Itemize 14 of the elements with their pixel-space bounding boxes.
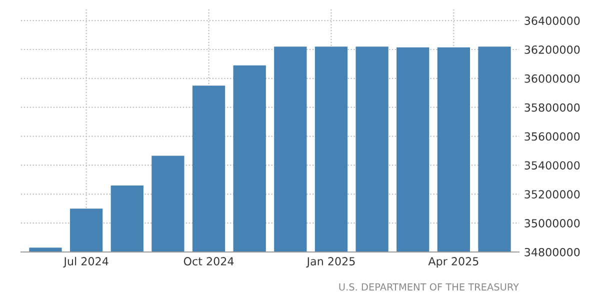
x-tick-label: Apr 2025 xyxy=(428,257,478,268)
y-tick-label: 35600000 xyxy=(524,132,580,141)
y-tick-label: 36000000 xyxy=(524,74,580,83)
x-tick-label: Jan 2025 xyxy=(306,257,355,268)
y-tick-label: 34800000 xyxy=(524,248,580,256)
text: U.S. DEPARTMENT OF THE TREASURY xyxy=(339,283,520,291)
x-tick-label: Jul 2024 xyxy=(63,256,108,268)
y-tick-label: 35200000 xyxy=(524,190,580,199)
y-tick-label: 35400000 xyxy=(524,161,580,170)
y-tick-label: 36200000 xyxy=(524,45,580,54)
y-tick-label: 35800000 xyxy=(524,103,580,112)
x-tick-label: Oct 2024 xyxy=(184,257,234,266)
y-tick-label: 36400000 xyxy=(524,16,580,25)
y-tick-label: 35000000 xyxy=(524,219,580,228)
